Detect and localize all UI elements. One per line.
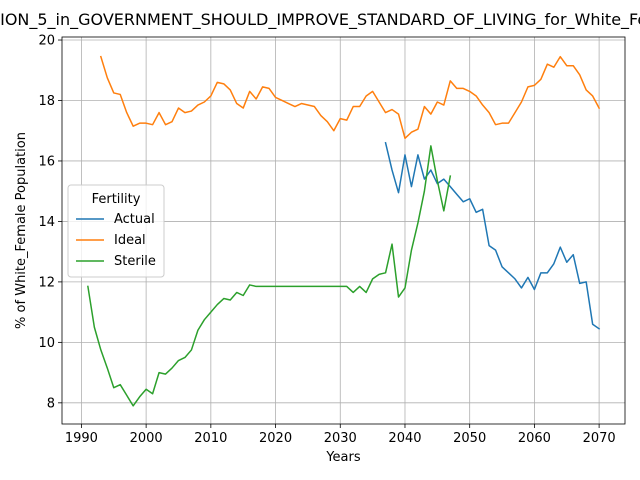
x-tick-label: 2000 xyxy=(130,431,163,446)
legend: Fertility Actual Ideal Sterile xyxy=(67,184,165,278)
y-tick-label: 18 xyxy=(38,94,55,109)
y-tick-label: 14 xyxy=(38,215,55,230)
series-line-actual xyxy=(384,141,601,330)
legend-label-sterile: Sterile xyxy=(114,254,156,269)
series-line-sterile xyxy=(87,145,452,407)
legend-label-actual: Actual xyxy=(114,212,155,227)
chart-title: ION_5_in_GOVERNMENT_SHOULD_IMPROVE_STAND… xyxy=(0,10,640,30)
x-tick-label: 2070 xyxy=(583,431,616,446)
y-tick-label: 10 xyxy=(38,336,55,351)
legend-title: Fertility xyxy=(92,192,141,207)
x-tick-label: 2010 xyxy=(194,431,227,446)
series-lines xyxy=(87,55,601,407)
x-axis-label: Years xyxy=(325,450,361,465)
y-tick-label: 16 xyxy=(38,154,55,169)
x-tick-label: 2060 xyxy=(518,431,551,446)
legend-box xyxy=(67,184,165,278)
x-tick-label: 2030 xyxy=(324,431,357,446)
y-axis-label: % of White_Female Population xyxy=(14,132,29,329)
y-axis-ticks: 8 10 12 14 16 18 20 xyxy=(38,34,62,411)
x-tick-label: 2040 xyxy=(388,431,421,446)
x-tick-label: 1990 xyxy=(65,431,98,446)
series-line-ideal xyxy=(99,55,601,140)
legend-label-ideal: Ideal xyxy=(114,233,146,248)
x-tick-label: 2020 xyxy=(259,431,292,446)
x-tick-label: 2050 xyxy=(453,431,486,446)
y-tick-label: 8 xyxy=(47,396,55,411)
y-tick-label: 12 xyxy=(38,275,55,290)
y-tick-label: 20 xyxy=(38,34,55,49)
grid xyxy=(62,37,625,424)
x-axis-ticks: 1990 2000 2010 2020 2030 2040 2050 2060 2070 xyxy=(65,424,616,446)
plot-frame xyxy=(61,36,626,425)
